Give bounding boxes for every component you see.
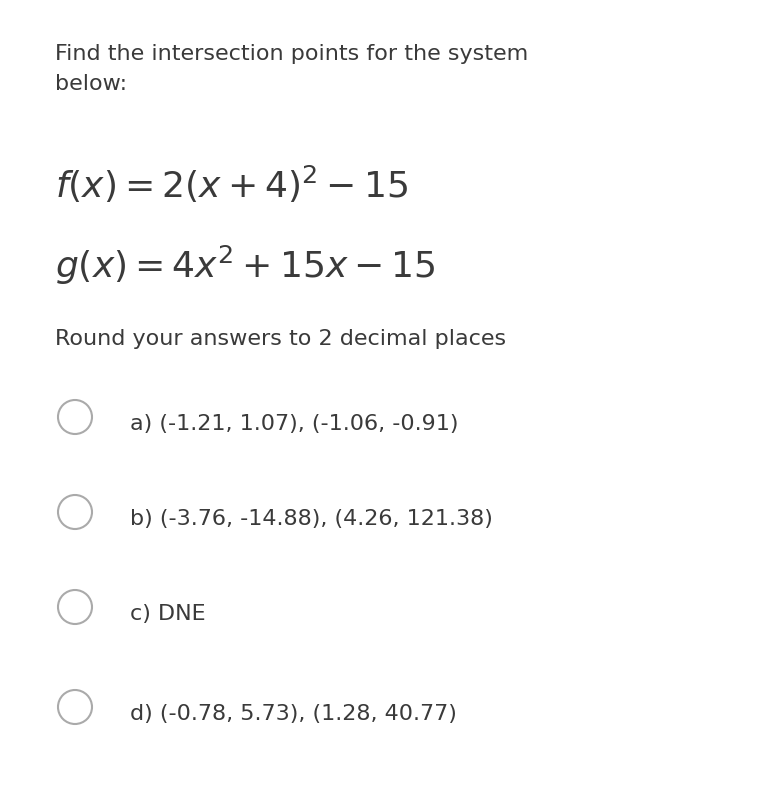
Text: b) (-3.76, -14.88), (4.26, 121.38): b) (-3.76, -14.88), (4.26, 121.38) (130, 509, 493, 529)
Text: a) (-1.21, 1.07), (-1.06, -0.91): a) (-1.21, 1.07), (-1.06, -0.91) (130, 414, 459, 434)
Text: $f(x)  =  2(x + 4)^{2} - 15$: $f(x) = 2(x + 4)^{2} - 15$ (55, 164, 408, 205)
Text: d) (-0.78, 5.73), (1.28, 40.77): d) (-0.78, 5.73), (1.28, 40.77) (130, 704, 457, 724)
Text: $g(x)  =  4x^{2} + 15x - 15$: $g(x) = 4x^{2} + 15x - 15$ (55, 244, 436, 287)
Text: Find the intersection points for the system
below:: Find the intersection points for the sys… (55, 44, 528, 93)
Text: c) DNE: c) DNE (130, 604, 205, 624)
Text: Round your answers to 2 decimal places: Round your answers to 2 decimal places (55, 329, 506, 349)
